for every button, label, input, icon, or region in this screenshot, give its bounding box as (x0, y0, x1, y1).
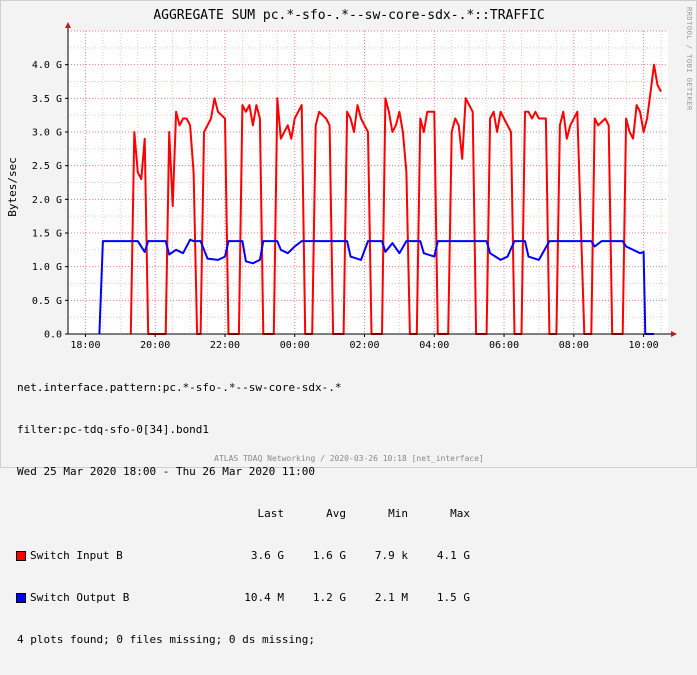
legend-last: 3.6 G (250, 549, 284, 562)
series-line-0 (129, 63, 662, 335)
series-layer (98, 63, 662, 335)
legend-last: 10.4 M (244, 591, 284, 604)
x-tick-label: 02:00 (349, 340, 379, 351)
legend-header: Last Avg Min Max (17, 507, 471, 521)
y-tick-label: 0.0 (44, 330, 62, 341)
legend-name: Switch Output B (30, 591, 130, 604)
legend-min: 2.1 M (374, 591, 408, 604)
legend-avg: 1.6 G (312, 549, 346, 562)
range-line: Wed 25 Mar 2020 18:00 - Thu 26 Mar 2020 … (17, 465, 316, 478)
x-axis-arrow (671, 331, 677, 337)
tick-labels: 0.0 0.5 G 1.0 G 1.5 G 2.0 G 2.5 G 3.0 G 3.5 G 4.… (32, 60, 659, 351)
legend-name: Switch Input B (30, 549, 123, 562)
x-tick-label: 00:00 (280, 340, 310, 351)
y-tick-label: 3.5 G (32, 94, 62, 105)
filter-line: filter:pc-tdq-sfo-0[34].bond1 (17, 423, 210, 436)
chart-title: AGGREGATE SUM pc.*-sfo-.*--sw-core-sdx-.… (153, 8, 544, 23)
axes (65, 22, 677, 337)
x-tick-label: 20:00 (140, 340, 170, 351)
y-tick-label: 4.0 G (32, 60, 62, 71)
col-min: Min (388, 507, 408, 520)
legend-min: 7.9 k (374, 549, 408, 562)
info-panel: net.interface.pattern:pc.*-sfo-.*--sw-co… (16, 353, 471, 675)
y-tick-label: 0.5 G (32, 296, 62, 307)
pattern-line: net.interface.pattern:pc.*-sfo-.*--sw-co… (17, 381, 342, 394)
rrdtool-watermark: RRDTOOL / TOBI OETIKER (685, 7, 693, 111)
col-last: Last (257, 507, 285, 520)
y-tick-label: 2.5 G (32, 161, 62, 172)
x-tick-label: 10:00 (629, 340, 659, 351)
x-tick-label: 04:00 (419, 340, 449, 351)
legend-max: 4.1 G (436, 549, 470, 562)
traffic-chart: AGGREGATE SUM pc.*-sfo-.*--sw-core-sdx-.… (6, 7, 693, 463)
legend-swatch-output (16, 593, 26, 603)
legend-avg: 1.2 G (312, 591, 346, 604)
series-line-1 (98, 238, 654, 335)
legend-row-input: Switch Input B 3.6 G 1.6 G 7.9 k 4.1 G (16, 549, 470, 563)
x-tick-label: 06:00 (489, 340, 519, 351)
x-tick-label: 22:00 (210, 340, 240, 351)
y-tick-label: 1.0 G (32, 262, 62, 273)
legend-row-output: Switch Output B 10.4 M 1.2 G 2.1 M 1.5 G (16, 591, 470, 605)
y-tick-label: 1.5 G (32, 229, 62, 240)
y-axis-arrow (65, 22, 71, 28)
x-tick-label: 18:00 (70, 340, 100, 351)
y-tick-label: 2.0 G (32, 195, 62, 206)
x-tick-label: 08:00 (559, 340, 589, 351)
legend-max: 1.5 G (436, 591, 470, 604)
legend-swatch-input (16, 551, 26, 561)
col-avg: Avg (326, 507, 346, 520)
col-max: Max (450, 507, 470, 520)
status-line: 4 plots found; 0 files missing; 0 ds mis… (17, 633, 316, 646)
chart-frame: AGGREGATE SUM pc.*-sfo-.*--sw-core-sdx-.… (0, 0, 697, 646)
y-tick-label: 3.0 G (32, 128, 62, 139)
y-axis-label: Bytes/sec (6, 157, 19, 217)
footer-text: ATLAS TDAQ Networking / 2020-03-26 10:18… (214, 454, 484, 463)
